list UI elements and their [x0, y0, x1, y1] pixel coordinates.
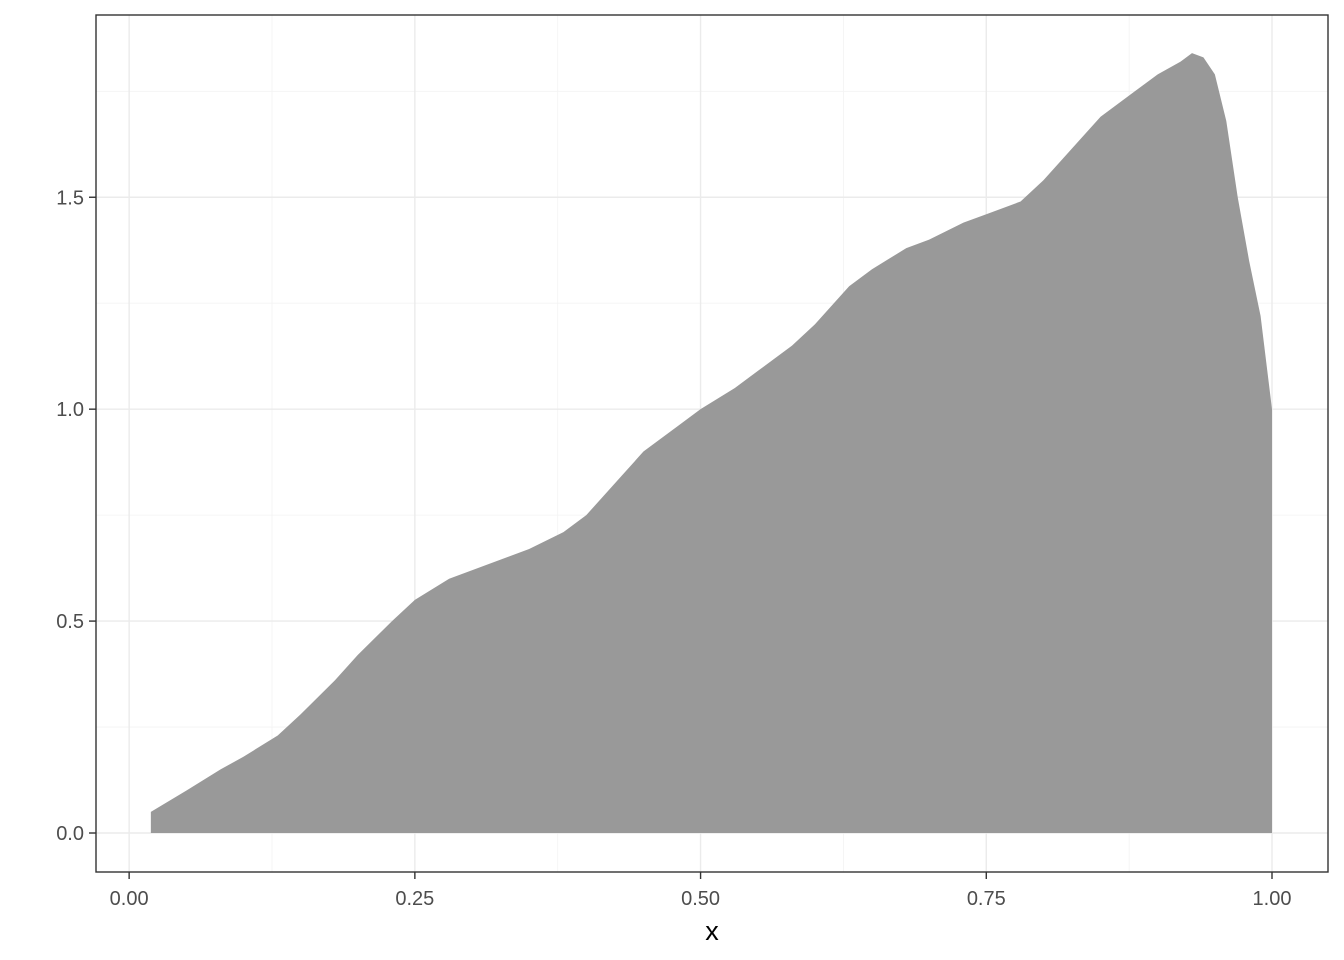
panel-border — [95, 14, 1329, 873]
x-axis: 0.00 0.25 0.50 0.75 1.00 — [110, 872, 1292, 910]
density-area — [150, 53, 1273, 834]
y-axis: 0.0 0.5 1.0 1.5 — [56, 187, 96, 845]
y-tick-label: 0.0 — [56, 823, 84, 845]
x-tick-label: 0.00 — [110, 888, 149, 910]
x-tick-label: 1.00 — [1253, 888, 1292, 910]
x-axis-title: x — [705, 916, 719, 946]
x-tick-label: 0.75 — [967, 888, 1006, 910]
x-tick-label: 0.25 — [395, 888, 434, 910]
y-tick-label: 1.0 — [56, 399, 84, 421]
y-tick-label: 0.5 — [56, 611, 84, 633]
x-tick-label: 0.50 — [681, 888, 720, 910]
y-tick-label: 1.5 — [56, 187, 84, 209]
